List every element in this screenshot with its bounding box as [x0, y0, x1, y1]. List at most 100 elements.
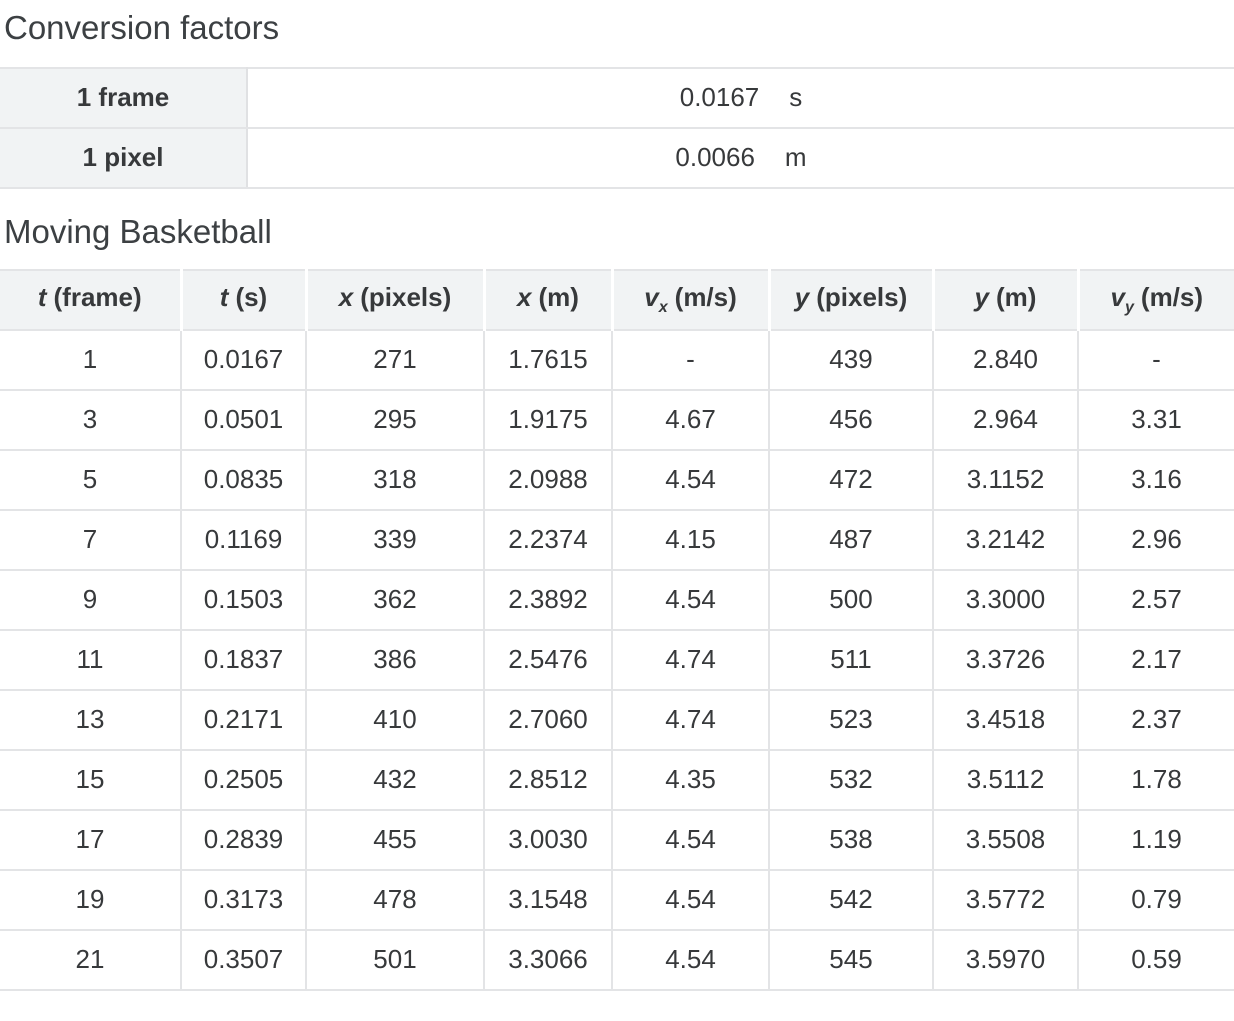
- table-cell: 3.5772: [932, 869, 1078, 931]
- table-cell: 410: [305, 689, 484, 751]
- table-cell: 500: [768, 569, 933, 631]
- col-header-y-pixels: y (pixels): [767, 268, 933, 331]
- table-cell: 432: [305, 749, 484, 811]
- table-cell: 439: [768, 329, 933, 391]
- conversion-unit: s: [789, 82, 803, 113]
- conversion-value: 0.0066: [675, 142, 755, 173]
- table-row: 15 0.2505 432 2.8512 4.35 532 3.5112 1.78: [0, 749, 1234, 811]
- col-header-x-pixels: x (pixels): [304, 268, 484, 331]
- table-cell: 21: [0, 929, 181, 991]
- table-cell: 2.5476: [483, 629, 612, 691]
- table-cell: 2.7060: [483, 689, 612, 751]
- table-cell: 15: [0, 749, 181, 811]
- table-cell: 4.67: [611, 389, 769, 451]
- table-cell: 3.3066: [483, 929, 612, 991]
- table-row: 17 0.2839 455 3.0030 4.54 538 3.5508 1.19: [0, 809, 1234, 871]
- table-cell: 1.9175: [483, 389, 612, 451]
- table-row: 19 0.3173 478 3.1548 4.54 542 3.5772 0.79: [0, 869, 1234, 931]
- table-cell: 339: [305, 509, 484, 571]
- table-cell: 3.31: [1077, 389, 1234, 451]
- table-cell: 0.1837: [180, 629, 306, 691]
- table-cell: 0.1169: [180, 509, 306, 571]
- conversion-label-frame: 1 frame: [0, 66, 248, 129]
- table-cell: 3.5508: [932, 809, 1078, 871]
- table-cell: 4.35: [611, 749, 769, 811]
- table-cell: 3.5970: [932, 929, 1078, 991]
- col-header-y-m: y (m): [931, 268, 1078, 331]
- table-cell: 1.19: [1077, 809, 1234, 871]
- table-cell: 3.3726: [932, 629, 1078, 691]
- table-cell: 511: [768, 629, 933, 691]
- table-header-row: t (frame) t (s) x (pixels) x (m) vx (m/s) y (p…: [0, 268, 1234, 331]
- table-cell: 538: [768, 809, 933, 871]
- table-cell: 0.3173: [180, 869, 306, 931]
- table-cell: 19: [0, 869, 181, 931]
- conversion-factors-title: Conversion factors: [4, 9, 280, 46]
- table-row: 13 0.2171 410 2.7060 4.74 523 3.4518 2.37: [0, 689, 1234, 751]
- table-cell: 4.74: [611, 629, 769, 691]
- table-cell: 3: [0, 389, 181, 451]
- table-cell: 295: [305, 389, 484, 451]
- conversion-row-frame: 1 frame 0.0167 s: [0, 66, 1234, 129]
- table-cell: 3.3000: [932, 569, 1078, 631]
- table-cell: 0.0835: [180, 449, 306, 511]
- table-cell: 0.2505: [180, 749, 306, 811]
- table-row: 7 0.1169 339 2.2374 4.15 487 3.2142 2.96: [0, 509, 1234, 571]
- table-cell: 542: [768, 869, 933, 931]
- conversion-factors-table: 1 frame 0.0167 s 1 pixel 0.0066 m: [0, 66, 1234, 189]
- table-cell: 5: [0, 449, 181, 511]
- table-row: 3 0.0501 295 1.9175 4.67 456 2.964 3.31: [0, 389, 1234, 451]
- table-cell: 0.2171: [180, 689, 306, 751]
- table-row: 9 0.1503 362 2.3892 4.54 500 3.3000 2.57: [0, 569, 1234, 631]
- table-cell: 4.54: [611, 869, 769, 931]
- table-cell: 4.15: [611, 509, 769, 571]
- table-cell: 4.54: [611, 929, 769, 991]
- table-cell: 362: [305, 569, 484, 631]
- table-cell: 3.1152: [932, 449, 1078, 511]
- table-cell: 2.8512: [483, 749, 612, 811]
- table-cell: 2.17: [1077, 629, 1234, 691]
- table-row: 21 0.3507 501 3.3066 4.54 545 3.5970 0.59: [0, 929, 1234, 991]
- table-cell: 472: [768, 449, 933, 511]
- table-row: 1 0.0167 271 1.7615-439 2.840-: [0, 329, 1234, 391]
- table-cell: 0.59: [1077, 929, 1234, 991]
- table-cell: 0.2839: [180, 809, 306, 871]
- conversion-value-frame: 0.0167 s: [247, 66, 1234, 129]
- table-cell: 2.57: [1077, 569, 1234, 631]
- table-cell: 2.964: [932, 389, 1078, 451]
- conversion-label-pixel: 1 pixel: [0, 126, 248, 189]
- dataset-title: Moving Basketball: [4, 212, 272, 250]
- table-cell: 4.54: [611, 569, 769, 631]
- col-header-t-frame: t (frame): [0, 268, 181, 331]
- table-cell: 455: [305, 809, 484, 871]
- conversion-row-pixel: 1 pixel 0.0066 m: [0, 126, 1234, 189]
- conversion-unit: m: [784, 142, 807, 173]
- table-cell: 545: [768, 929, 933, 991]
- table-cell: 3.2142: [932, 509, 1078, 571]
- table-cell: -: [611, 329, 769, 391]
- table-cell: 13: [0, 689, 181, 751]
- table-cell: 1: [0, 329, 181, 391]
- table-cell: 3.5112: [932, 749, 1078, 811]
- table-cell: 0.0501: [180, 389, 306, 451]
- table-cell: 0.3507: [180, 929, 306, 991]
- table-cell: 1.78: [1077, 749, 1234, 811]
- table-cell: 501: [305, 929, 484, 991]
- col-header-vx-ms: vx (m/s): [610, 268, 769, 331]
- table-cell: 2.840: [932, 329, 1078, 391]
- table-cell: 3.0030: [483, 809, 612, 871]
- table-cell: 478: [305, 869, 484, 931]
- table-cell: 1.7615: [483, 329, 612, 391]
- col-header-vy-ms: vy (m/s): [1076, 268, 1234, 331]
- moving-basketball-table: t (frame) t (s) x (pixels) x (m) vx (m/s) y (p…: [0, 268, 1234, 991]
- table-cell: 2.3892: [483, 569, 612, 631]
- table-cell: 386: [305, 629, 484, 691]
- table-cell: 7: [0, 509, 181, 571]
- table-cell: 2.96: [1077, 509, 1234, 571]
- table-cell: 3.16: [1077, 449, 1234, 511]
- table-cell: 318: [305, 449, 484, 511]
- conversion-value: 0.0167: [679, 82, 760, 113]
- table-row: 11 0.1837 386 2.5476 4.74 511 3.3726 2.17: [0, 629, 1234, 691]
- table-cell: 17: [0, 809, 181, 871]
- table-cell: 2.0988: [483, 449, 612, 511]
